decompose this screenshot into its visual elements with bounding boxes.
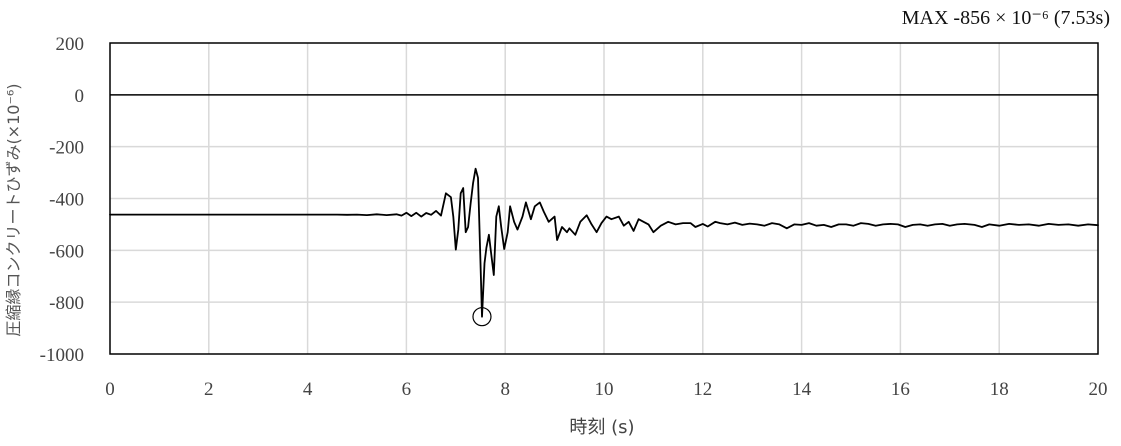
y-tick-label: 0 bbox=[75, 86, 85, 107]
y-axis-label: 圧縮縁コンクリートひずみ(×10⁻⁶) bbox=[4, 83, 23, 336]
max-marker-circle bbox=[472, 307, 492, 327]
max-annotation: MAX -856 × 10⁻⁶ (7.53s) bbox=[902, 7, 1110, 29]
y-tick-label: -600 bbox=[49, 241, 84, 262]
y-tick-label: -200 bbox=[49, 138, 84, 159]
x-tick-label: 12 bbox=[693, 379, 712, 400]
y-tick-label: -400 bbox=[49, 190, 84, 211]
x-tick-label: 20 bbox=[1089, 379, 1108, 400]
y-tick-label: -800 bbox=[49, 293, 84, 314]
x-tick-label: 14 bbox=[792, 379, 812, 400]
x-tick-label: 2 bbox=[204, 379, 214, 400]
grid-lines bbox=[110, 43, 1098, 354]
x-tick-label: 6 bbox=[402, 379, 412, 400]
series-line-1 bbox=[109, 167, 1099, 318]
plot-border bbox=[109, 42, 1099, 355]
plot-frame bbox=[109, 42, 1099, 355]
x-tick-label: 0 bbox=[105, 379, 115, 400]
x-tick-label: 16 bbox=[891, 379, 910, 400]
y-tick-label: 200 bbox=[56, 34, 85, 55]
x-tick-label: 10 bbox=[595, 379, 614, 400]
x-tick-label: 4 bbox=[303, 379, 313, 400]
y-tick-labels: 200 0 -200 -400 -600 -800 -1000 bbox=[40, 34, 84, 366]
x-axis-label: 時刻 (s) bbox=[569, 417, 634, 438]
y-tick-label: -1000 bbox=[40, 345, 84, 366]
x-tick-label: 18 bbox=[990, 379, 1009, 400]
x-tick-label: 8 bbox=[500, 379, 510, 400]
x-tick-labels: 0 2 4 6 8 10 12 14 16 18 20 bbox=[105, 379, 1107, 400]
series-layer bbox=[109, 167, 1099, 318]
